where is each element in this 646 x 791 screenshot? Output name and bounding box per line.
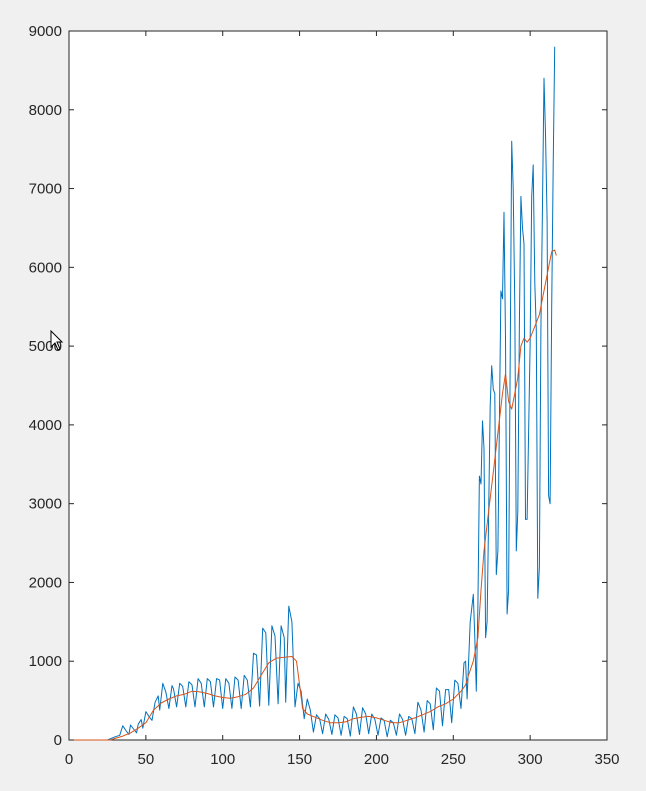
y-tick-label: 7000 xyxy=(29,181,62,198)
plot-area xyxy=(68,30,608,741)
y-tick-label: 2000 xyxy=(29,574,62,591)
x-tick-label: 250 xyxy=(441,751,466,768)
y-tick-label: 0 xyxy=(54,732,62,749)
x-tick-label: 200 xyxy=(364,751,389,768)
series-layer xyxy=(69,46,557,741)
y-tick-label: 9000 xyxy=(29,23,62,40)
x-tick-label: 300 xyxy=(518,751,543,768)
y-tick-label: 6000 xyxy=(29,259,62,276)
y-tick-label: 3000 xyxy=(29,496,62,513)
mouse-cursor-icon xyxy=(50,330,64,351)
x-tick-label: 50 xyxy=(138,751,155,768)
x-tick-label: 350 xyxy=(594,751,619,768)
x-tick-label: 100 xyxy=(210,751,235,768)
series-line-2 xyxy=(69,249,557,741)
y-tick-label: 1000 xyxy=(29,653,62,670)
y-tick-label: 4000 xyxy=(29,417,62,434)
x-axis: 0 50 100 150 200 250 300 350 xyxy=(65,31,620,768)
x-tick-label: 150 xyxy=(287,751,312,768)
x-tick-label: 0 xyxy=(65,751,73,768)
y-tick-label: 8000 xyxy=(29,102,62,119)
series-line-1 xyxy=(69,46,556,741)
